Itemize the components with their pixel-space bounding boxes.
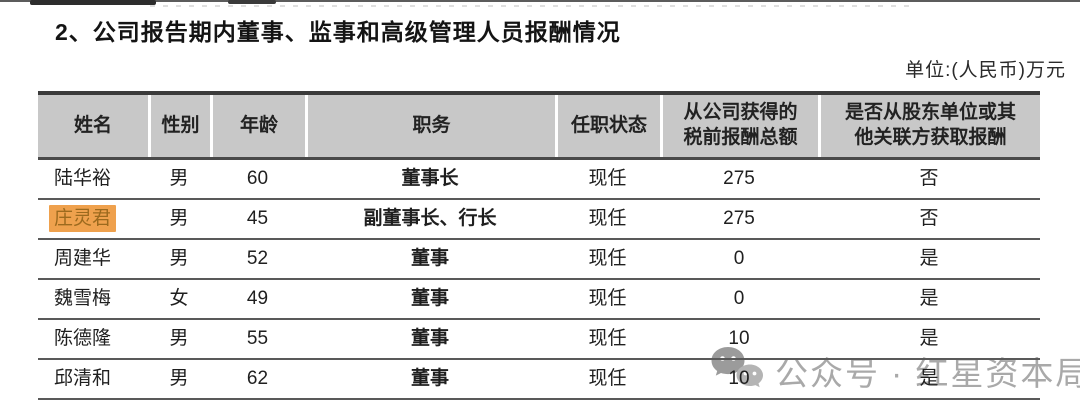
cell-status: 现任 [588,288,627,309]
table-row: 邱清和 男 62 董事 现任 10 是 [38,360,1040,400]
cell-compensation: 10 [728,328,750,349]
table-row: 陆华裕 男 60 董事长 现任 275 否 [38,160,1040,200]
cell-status: 现任 [588,168,627,189]
scan-artifact-specks [150,5,910,7]
cell-related-party: 是 [919,288,939,309]
cell-gender: 男 [169,368,189,389]
wechat-icon [708,344,766,397]
cell-related-party: 否 [919,208,939,229]
cell-status: 现任 [588,208,627,229]
cell-position: 董事长 [401,168,459,189]
cell-position: 董事 [410,288,449,309]
unit-note: 单位:(人民币)万元 [905,60,1066,81]
cell-gender: 男 [169,168,189,189]
cell-gender: 女 [169,288,189,309]
cell-name: 魏雪梅 [54,288,112,309]
table-row: 周建华 男 52 董事 现任 0 是 [38,240,1040,280]
cell-compensation: 0 [733,248,745,269]
cell-gender: 男 [169,248,189,269]
cell-age: 60 [246,168,269,189]
cell-related-party: 否 [919,168,939,189]
table-header-row: 姓名 性别 年龄 职务 任职状态 从公司获得的 税前报酬总额 是否从股东单位或其… [38,91,1040,160]
cell-position: 董事 [410,248,449,269]
cell-related-party: 是 [919,328,939,349]
cell-name: 陆华裕 [54,168,112,189]
cell-name: 庄灵君 [38,200,148,238]
table-row: 魏雪梅 女 49 董事 现任 0 是 [38,280,1040,320]
cell-status: 现任 [588,328,627,349]
header-cell-gender: 性别 [148,95,210,157]
cell-compensation: 10 [728,368,750,389]
scan-artifact-top-bar [0,0,1080,5]
header-cell-status: 任职状态 [555,95,660,157]
cell-age: 62 [246,368,269,389]
cell-name: 邱清和 [54,368,112,389]
header-cell-name: 姓名 [73,114,112,136]
header-cell-compensation: 从公司获得的 税前报酬总额 [660,95,818,157]
cell-compensation: 0 [733,288,745,309]
cell-compensation: 275 [723,208,755,229]
cell-name: 陈德隆 [54,328,112,349]
cell-gender: 男 [169,208,189,229]
page-title: 2、公司报告期内董事、监事和高级管理人员报酬情况 [55,19,621,45]
watermark-text: 公众号 · 红星资本局 [775,354,1080,392]
cell-age: 45 [246,208,269,229]
header-cell-position: 职务 [305,95,555,157]
cell-age: 55 [246,328,269,349]
compensation-table: 姓名 性别 年龄 职务 任职状态 从公司获得的 税前报酬总额 是否从股东单位或其… [38,91,1040,400]
cell-status: 现任 [588,248,627,269]
cell-age: 52 [246,248,269,269]
watermark: 公众号 · 红星资本局 [708,344,1080,397]
table-row: 庄灵君 男 45 副董事长、行长 现任 275 否 [38,200,1040,240]
cell-related-party: 是 [919,368,939,389]
table-row: 陈德隆 男 55 董事 现任 10 是 [38,320,1040,360]
cell-position: 董事 [410,328,449,349]
cell-status: 现任 [588,368,627,389]
cell-gender: 男 [169,328,189,349]
cell-compensation: 275 [723,168,755,189]
header-cell-age: 年龄 [210,95,305,157]
highlighted-name: 庄灵君 [49,205,117,232]
cell-name: 周建华 [54,248,112,269]
cell-position: 董事 [410,368,449,389]
cell-related-party: 是 [919,248,939,269]
cell-position: 副董事长、行长 [363,208,497,229]
cell-age: 49 [246,288,269,309]
header-cell-related-party: 是否从股东单位或其 他关联方获取报酬 [818,95,1040,157]
